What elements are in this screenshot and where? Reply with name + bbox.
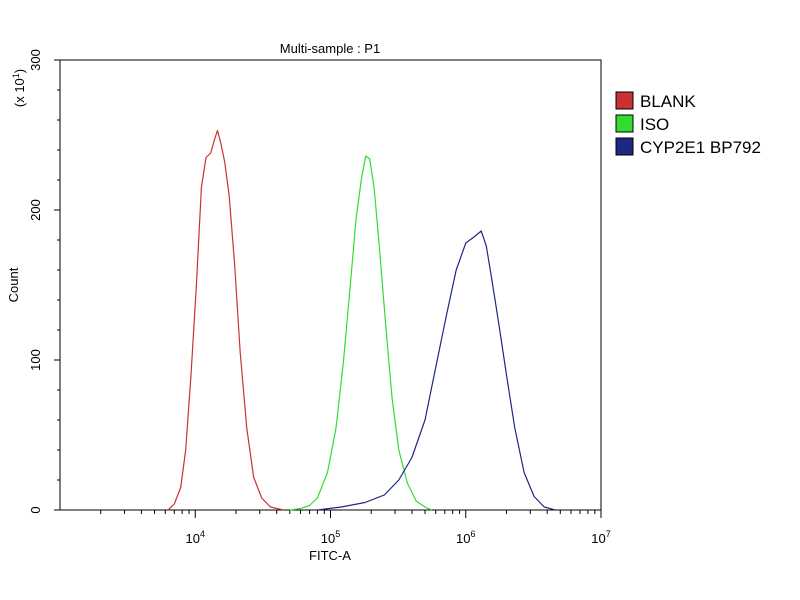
series-line-3 <box>317 230 556 511</box>
y-multiplier-close: ) <box>12 69 27 73</box>
chart-title: Multi-sample : P1 <box>280 41 380 56</box>
legend: BLANK ISO CYP2E1 BP792 <box>615 91 761 157</box>
series-line-2 <box>289 155 432 511</box>
y-axis-label: Count <box>6 267 21 302</box>
legend-label: BLANK <box>640 92 696 111</box>
x-tick-label: 106 <box>456 529 475 546</box>
y-axis-multiplier: (x 101) <box>11 69 27 107</box>
y-axis: 0 100 200 300 <box>28 49 60 514</box>
series-line-1 <box>167 129 284 511</box>
y-tick-label: 200 <box>28 199 43 221</box>
legend-label: CYP2E1 BP792 <box>640 138 761 157</box>
x-axis: 104 105 106 107 <box>100 510 611 546</box>
y-tick-label: 0 <box>28 506 43 513</box>
y-tick-label: 100 <box>28 349 43 371</box>
x-tick-label: 105 <box>321 529 340 546</box>
svg-text:(x 101): (x 101) <box>11 69 27 107</box>
x-axis-label: FITC-A <box>309 548 351 563</box>
series-group <box>167 129 556 511</box>
y-multiplier-exp: 1 <box>11 73 21 78</box>
y-tick-label: 300 <box>28 49 43 71</box>
legend-swatch <box>615 114 634 133</box>
legend-swatch <box>615 91 634 110</box>
y-multiplier-text: (x 10 <box>12 78 27 107</box>
legend-label: ISO <box>640 115 669 134</box>
x-tick-label: 107 <box>591 529 610 546</box>
plot-frame <box>59 59 602 511</box>
legend-swatch <box>615 137 634 156</box>
x-tick-label: 104 <box>186 529 205 546</box>
